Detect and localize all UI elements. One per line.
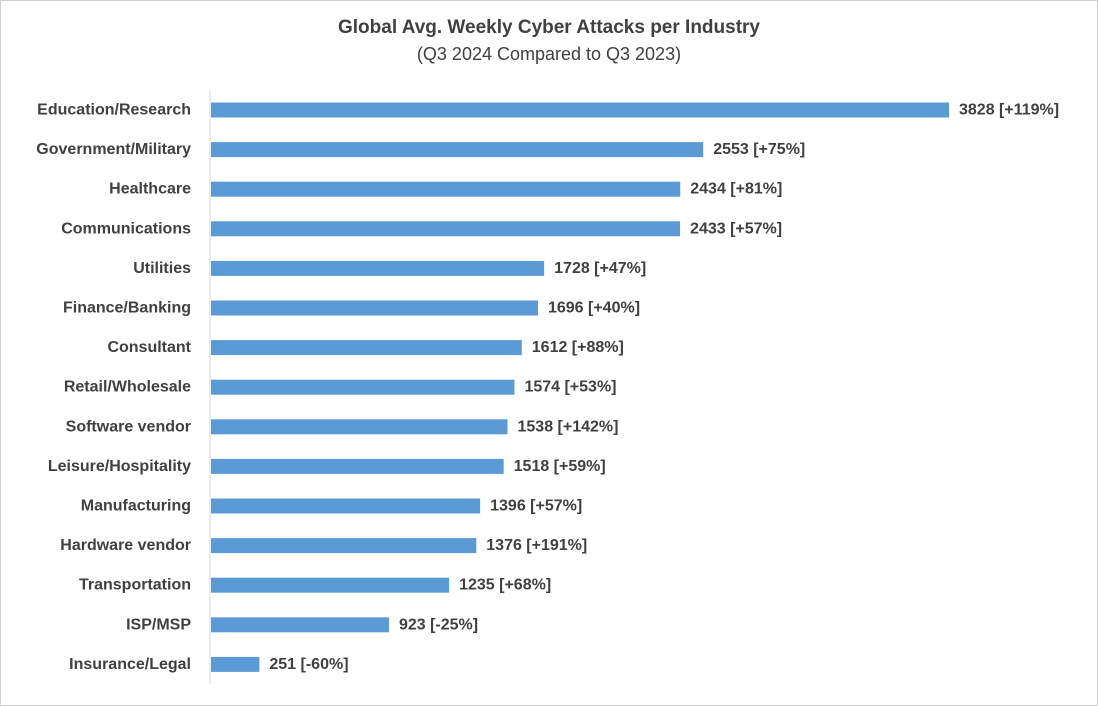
bar xyxy=(211,102,949,118)
data-label: 1235 [+68%] xyxy=(459,577,551,594)
data-label: 923 [-25%] xyxy=(399,616,478,633)
category-label: Leisure/Hospitality xyxy=(48,458,191,475)
bar xyxy=(211,617,389,633)
bar xyxy=(211,498,481,514)
bar xyxy=(211,656,260,672)
bar xyxy=(211,221,681,237)
bar xyxy=(211,577,450,593)
bar xyxy=(211,260,545,276)
bar xyxy=(211,538,477,554)
category-label: ISP/MSP xyxy=(126,616,191,633)
data-label: 3828 [+119%] xyxy=(959,102,1059,119)
bar xyxy=(211,340,522,356)
data-label: 1518 [+59%] xyxy=(514,458,606,475)
data-label: 2553 [+75%] xyxy=(713,141,805,158)
bar xyxy=(211,379,515,395)
category-label: Education/Research xyxy=(37,102,191,119)
category-label: Communications xyxy=(61,220,191,237)
category-label: Hardware vendor xyxy=(60,537,191,554)
category-label: Software vendor xyxy=(66,418,191,435)
data-label: 1376 [+191%] xyxy=(486,537,587,554)
data-label: 2434 [+81%] xyxy=(690,181,782,198)
data-label: 1696 [+40%] xyxy=(548,300,640,317)
category-label: Manufacturing xyxy=(81,498,191,515)
data-label: 1574 [+53%] xyxy=(524,379,616,396)
bar xyxy=(211,181,681,197)
data-label: 251 [-60%] xyxy=(269,656,348,673)
data-label: 1612 [+88%] xyxy=(532,339,624,356)
category-label: Retail/Wholesale xyxy=(64,379,191,396)
data-label: 1728 [+47%] xyxy=(554,260,646,277)
category-label: Insurance/Legal xyxy=(69,656,191,673)
category-label: Healthcare xyxy=(109,181,191,198)
bar xyxy=(211,458,504,474)
data-label: 1396 [+57%] xyxy=(490,498,582,515)
category-label: Consultant xyxy=(107,339,191,356)
data-label: 1538 [+142%] xyxy=(518,418,619,435)
category-label: Finance/Banking xyxy=(63,300,191,317)
chart-title: Global Avg. Weekly Cyber Attacks per Ind… xyxy=(338,17,760,38)
chart-subtitle: (Q3 2024 Compared to Q3 2023) xyxy=(416,44,682,64)
bar xyxy=(211,142,704,158)
category-label: Utilities xyxy=(133,260,191,277)
category-label: Government/Military xyxy=(36,141,191,158)
data-label: 2433 [+57%] xyxy=(690,220,782,237)
bar xyxy=(211,300,538,316)
bar xyxy=(211,419,508,435)
category-label: Transportation xyxy=(79,577,191,594)
